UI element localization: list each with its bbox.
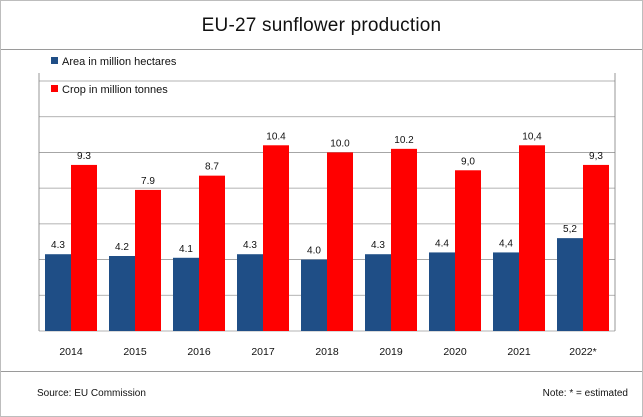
bar-crop-2021 [519, 145, 545, 331]
bar-area-2015 [109, 256, 135, 331]
bar-area-2014 [45, 254, 71, 331]
data-label-area-2019: 4.3 [371, 240, 385, 251]
bar-crop-2022 [583, 164, 609, 331]
bar-area-2016 [173, 257, 199, 331]
x-tick-label-2015: 2015 [123, 346, 147, 358]
x-tick-label-2018: 2018 [315, 346, 339, 358]
x-tick-labels: 2014 2015 2016 2017 2018 2019 2020 2021 2022* [59, 346, 596, 358]
x-tick-label-2017: 2017 [251, 346, 275, 358]
data-label-area-2014: 4.3 [51, 240, 65, 251]
data-label-area-2018: 4.0 [307, 246, 321, 257]
x-tick-label-2016: 2016 [187, 346, 211, 358]
x-tick-label-2022: 2022* [569, 346, 596, 358]
bar-chart: 4.3 9.3 4.2 7.9 4.1 8.7 4.3 10.4 4.0 10.0 4.3 10.2 4… [38, 56, 616, 358]
bar-crop-2017 [263, 145, 289, 331]
data-label-crop-2015: 7.9 [141, 176, 155, 187]
bar-area-2021 [493, 252, 519, 331]
data-label-crop-2016: 8.7 [205, 162, 219, 173]
bar-area-2017 [237, 254, 263, 331]
data-label-crop-2019: 10.2 [394, 135, 414, 146]
bar-area-2019 [365, 254, 391, 331]
x-tick-label-2019: 2019 [379, 346, 403, 358]
bar-crop-2018 [327, 152, 353, 331]
legend-label-area: Area in million hectares [62, 56, 177, 68]
value-labels: 4.3 9.3 4.2 7.9 4.1 8.7 4.3 10.4 4.0 10.0 4.3 10.2 4… [51, 131, 603, 256]
data-label-area-2016: 4.1 [179, 244, 193, 255]
estimated-note: Note: * = estimated [542, 388, 628, 399]
legend-swatch-crop [51, 85, 58, 92]
bar-area-2022 [557, 238, 583, 331]
chart-title: EU-27 sunflower production [201, 15, 442, 36]
bar-area-2018 [301, 259, 327, 331]
data-label-area-2021: 4,4 [499, 238, 513, 249]
bar-crop-2014 [71, 164, 97, 331]
data-label-crop-2020: 9,0 [461, 156, 475, 167]
data-label-area-2015: 4.2 [115, 242, 129, 253]
x-tick-label-2021: 2021 [507, 346, 531, 358]
source-note: Source: EU Commission [37, 388, 146, 399]
x-tick-label-2020: 2020 [443, 346, 467, 358]
x-tick-label-2014: 2014 [59, 346, 83, 358]
bar-crop-2020 [455, 170, 481, 331]
bar-area-2020 [429, 252, 455, 331]
data-label-crop-2022: 9,3 [589, 151, 603, 162]
legend-label-crop: Crop in million tonnes [62, 84, 168, 96]
legend: Area in million hectares Crop in million … [51, 56, 177, 96]
data-label-area-2022: 5,2 [563, 224, 577, 235]
bars [45, 145, 609, 331]
legend-swatch-area [51, 57, 58, 64]
bar-crop-2016 [199, 175, 225, 331]
data-label-area-2020: 4.4 [435, 238, 449, 249]
data-label-crop-2017: 10.4 [266, 131, 286, 142]
bar-crop-2019 [391, 148, 417, 331]
title-divider [1, 49, 642, 50]
data-label-crop-2014: 9.3 [77, 151, 91, 162]
footer-divider [1, 371, 642, 372]
data-label-crop-2018: 10.0 [330, 138, 350, 149]
data-label-area-2017: 4.3 [243, 240, 257, 251]
data-label-crop-2021: 10,4 [522, 131, 542, 142]
bar-crop-2015 [135, 189, 161, 331]
